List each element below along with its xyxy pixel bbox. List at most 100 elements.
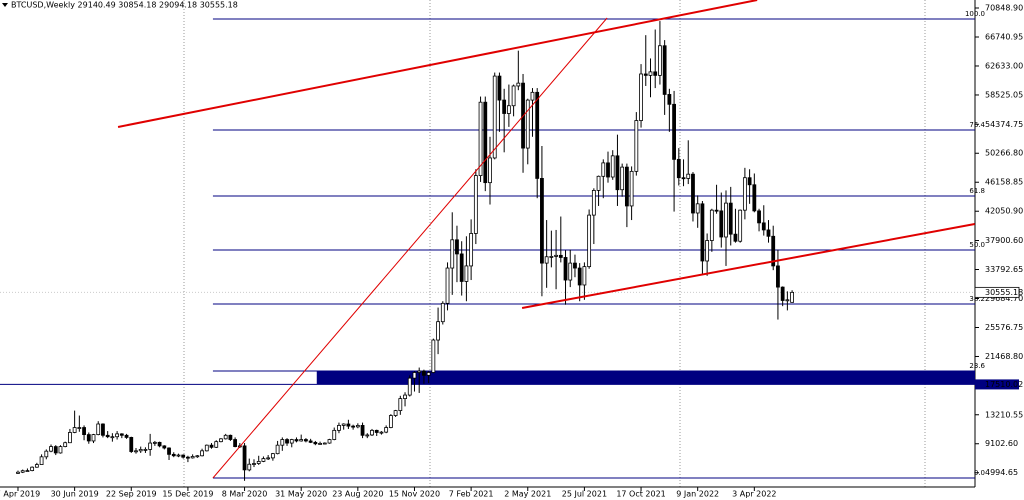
candle-body	[181, 454, 186, 458]
candle-body	[223, 434, 228, 440]
candle-body	[379, 431, 384, 434]
candle-body	[516, 82, 521, 87]
candle-body	[86, 434, 91, 442]
candle-body	[554, 254, 558, 257]
menu-triangle[interactable]	[2, 3, 8, 7]
candle-body	[629, 170, 634, 207]
candle-body	[138, 449, 143, 452]
x-tick-label: 9 Jan 2022	[676, 490, 719, 499]
candle-body	[115, 433, 120, 438]
candle-body	[327, 439, 332, 444]
candle-body	[639, 73, 643, 121]
candle-body	[573, 262, 577, 269]
candle-body	[77, 427, 82, 429]
candle-body	[228, 434, 233, 440]
candle-body	[667, 94, 672, 105]
candle-body	[58, 446, 63, 454]
candle-body	[407, 377, 412, 396]
candle-body	[124, 434, 129, 438]
candle-body	[672, 103, 676, 160]
candle-body	[752, 184, 757, 212]
x-tick-label: 30 Jun 2019	[51, 490, 99, 499]
candle-body	[30, 466, 35, 471]
candle-body	[780, 286, 785, 301]
y-tick-label: 42050.90	[985, 207, 1023, 216]
y-tick-label: 9102.60	[985, 439, 1018, 448]
candle-body	[733, 233, 738, 242]
candle-body	[176, 454, 181, 457]
candle-body	[403, 394, 407, 400]
candle-body	[610, 155, 615, 178]
candle-body	[129, 437, 134, 452]
candle-body	[351, 425, 356, 428]
candle-body	[624, 166, 629, 207]
candle-body	[388, 415, 393, 428]
candle-body	[742, 177, 747, 211]
candle-body	[143, 449, 148, 451]
candle-body	[695, 203, 700, 214]
candle-body	[530, 91, 535, 101]
plot-area	[0, 0, 975, 481]
candle-body	[436, 321, 440, 341]
candle-body	[459, 253, 464, 282]
y-tick-label: 54374.75	[985, 120, 1023, 129]
candle-body	[776, 265, 780, 288]
candle-body	[332, 429, 337, 440]
candle-body	[587, 214, 592, 268]
candle-body	[422, 370, 426, 376]
y-tick-label: 37900.60	[985, 236, 1023, 245]
candle-body	[313, 441, 318, 445]
candle-body	[318, 443, 322, 445]
x-tick-label: 7 Apr 2019	[0, 490, 40, 499]
trendline	[212, 17, 608, 479]
candle-body	[200, 450, 204, 457]
y-tick-label: 33792.65	[985, 265, 1023, 274]
candle-body	[20, 470, 25, 473]
candle-body	[582, 266, 587, 286]
candle-body	[709, 209, 714, 241]
chart-title: BTCUSD,Weekly 29140.49 30854.18 29094.18…	[11, 1, 238, 10]
x-tick-label: 23 Aug 2020	[332, 490, 383, 499]
x-tick-label: 7 Feb 2021	[449, 490, 494, 499]
x-tick-label: 15 Dec 2019	[162, 490, 213, 499]
candle-body	[68, 432, 72, 444]
year-separators	[183, 0, 926, 487]
candle-body	[719, 210, 724, 238]
candle-body	[105, 434, 110, 438]
candle-body	[209, 444, 214, 448]
candle-body	[478, 101, 483, 176]
candle-body	[308, 440, 313, 443]
candle-body	[96, 423, 101, 435]
y-tick-label: 70848.90	[985, 3, 1023, 12]
candle-body	[285, 439, 289, 444]
candle-body	[615, 155, 620, 191]
candle-body	[728, 202, 733, 235]
candle-body	[426, 372, 431, 376]
y-tick-label: 13210.55	[985, 410, 1023, 419]
fib-label: 38.2	[969, 295, 985, 303]
candle-body	[766, 229, 771, 237]
candle-body	[266, 457, 271, 460]
candle-body	[280, 439, 285, 446]
candle-body	[653, 71, 658, 76]
y-tick-label: 29684.70	[985, 294, 1023, 303]
candle-body	[705, 240, 710, 262]
candle-body	[540, 178, 544, 264]
candle-body	[606, 162, 610, 178]
candle-body	[346, 423, 351, 427]
candle-body	[747, 177, 752, 186]
candle-body	[662, 45, 667, 95]
candle-body	[549, 256, 554, 258]
current-price-label: 30555.18	[985, 288, 1023, 297]
candle-body	[691, 173, 695, 214]
candle-body	[289, 439, 294, 444]
candle-body	[596, 175, 601, 191]
x-tick-label: 15 Nov 2020	[389, 490, 440, 499]
x-tick-label: 8 Mar 2020	[222, 490, 268, 499]
candle-body	[714, 209, 719, 212]
candle-body	[261, 458, 266, 462]
trendline	[521, 223, 975, 309]
candle-body	[242, 445, 247, 471]
trendline	[117, 0, 758, 128]
candle-body	[186, 456, 190, 459]
